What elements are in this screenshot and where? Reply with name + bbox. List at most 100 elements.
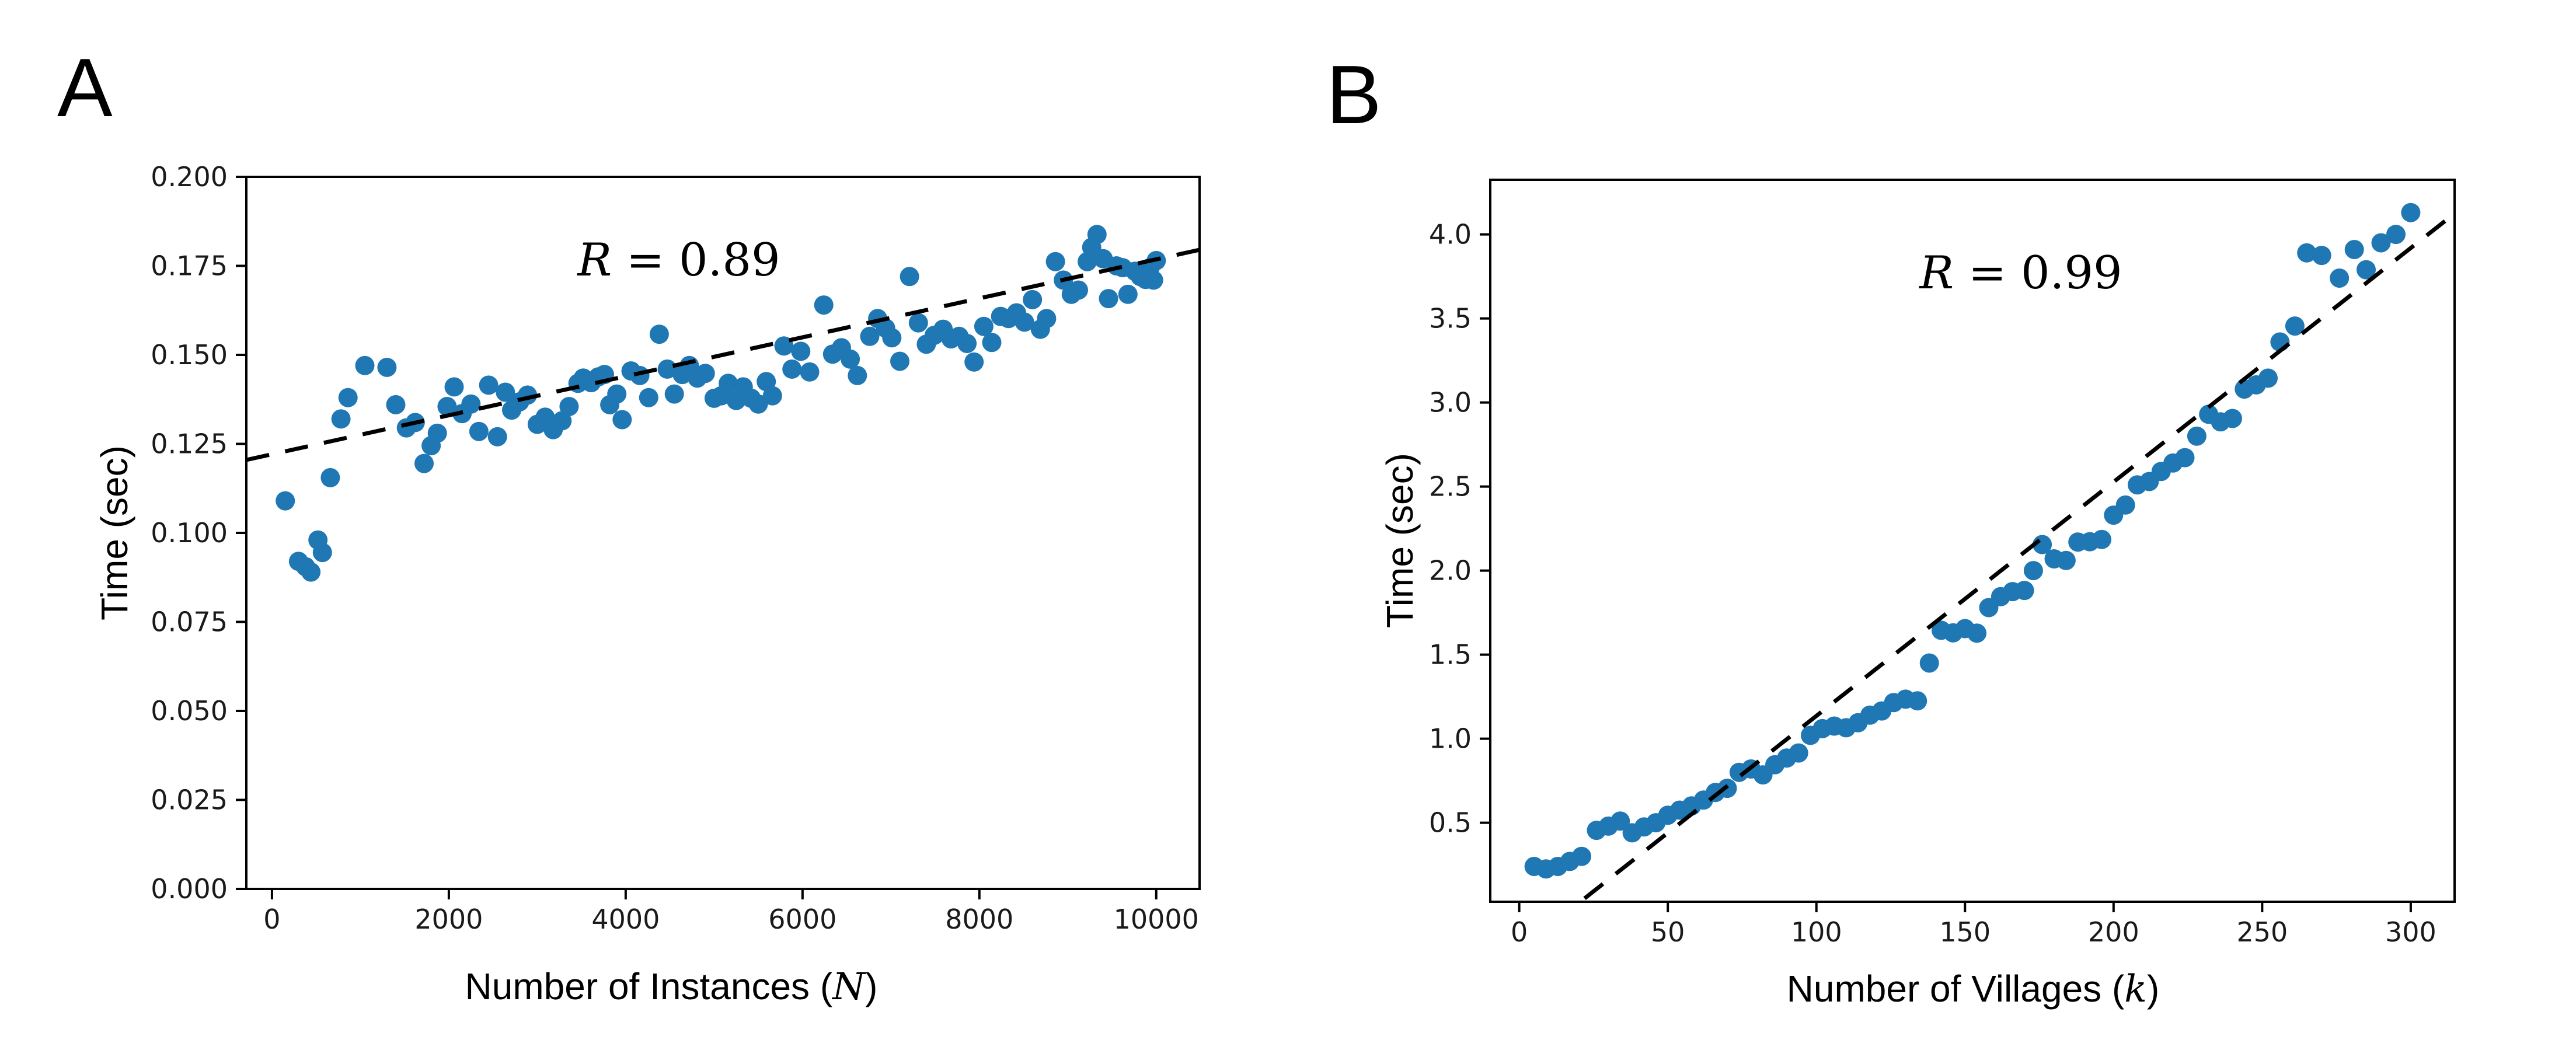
scatter-point: [301, 562, 321, 582]
scatter-point: [2056, 550, 2076, 570]
scatter-point: [814, 295, 834, 315]
scatter-point: [331, 409, 351, 429]
scatter-point: [900, 267, 919, 287]
x-tick-label: 2000: [414, 904, 483, 935]
correlation-annotation: R = 0.99: [1918, 247, 2122, 299]
x-tick-label: 8000: [945, 904, 1013, 935]
y-axis-title: Time (sec): [1379, 453, 1421, 628]
scatter-point: [957, 334, 977, 353]
scatter-point: [1015, 312, 1034, 332]
scatter-point: [2023, 561, 2043, 581]
y-tick-label: 0.100: [151, 517, 228, 549]
scatter-point: [649, 325, 669, 344]
scatter-point: [695, 364, 715, 383]
math-variable: R: [576, 234, 612, 287]
scatter-point: [1023, 289, 1043, 309]
scatter-point: [320, 468, 340, 487]
scatter-point: [791, 341, 811, 361]
scatter-point: [890, 351, 909, 371]
panel-b: 0 50 100 150 200 250 300 0.5 1.0 1.5 2.0 2.5 3.0 3.5 4…: [1379, 179, 2456, 1011]
scatter-point: [2386, 225, 2406, 245]
scatter-point: [974, 316, 994, 336]
scatter-point: [1908, 691, 1927, 711]
scatter-point: [2187, 426, 2206, 446]
scatter-point: [612, 410, 632, 430]
scatter-point: [312, 543, 332, 563]
scatter-point: [414, 454, 434, 473]
scatter-point: [719, 374, 738, 393]
y-tick-label: 0.125: [151, 428, 228, 460]
x-tick-label: 100: [1791, 916, 1842, 948]
scatter-point: [908, 313, 928, 333]
y-axis-title: Time (sec): [93, 445, 135, 620]
scatter-point: [657, 359, 677, 379]
scatter-point: [1967, 623, 1987, 643]
y-tick-label: 0.050: [151, 695, 228, 727]
scatter-point: [639, 388, 658, 407]
scatter-point: [964, 352, 984, 372]
scatter-point: [982, 333, 1002, 353]
scatter-point: [841, 349, 860, 369]
x-tick-label: 4000: [591, 904, 660, 935]
y-tick-label: 2.5: [1429, 471, 1472, 503]
scatter-point: [748, 394, 768, 414]
y-tick-label: 0.5: [1429, 807, 1472, 839]
scatter-point: [2258, 368, 2278, 388]
scatter-point: [1919, 653, 1939, 673]
correlation-annotation: R = 0.89: [576, 234, 780, 287]
scatter-point: [2115, 495, 2135, 515]
scatter-point: [1144, 270, 1163, 290]
scatter-point: [2285, 316, 2305, 336]
scatter-point: [2401, 203, 2421, 222]
y-tick-label: 0.175: [151, 250, 228, 282]
scatter-point: [552, 411, 572, 431]
scatter-point: [276, 491, 295, 511]
trend-line: [1583, 216, 2451, 900]
scatter-point: [1045, 252, 1065, 271]
scatter-point: [437, 397, 457, 416]
scatter-point: [469, 421, 489, 441]
scatter-point: [487, 427, 507, 446]
y-tick-label: 3.5: [1429, 303, 1472, 334]
y-tick-label: 0.075: [151, 606, 228, 638]
scatter-point: [860, 326, 880, 346]
panel-a-letter: A: [57, 41, 113, 134]
scatter-point: [630, 365, 650, 385]
scatter-point: [427, 423, 447, 443]
scatter-point: [664, 384, 684, 404]
scatter-point: [2371, 233, 2391, 253]
scatter-point: [338, 388, 358, 407]
scatter-point: [377, 357, 397, 377]
scatter-point: [461, 394, 481, 414]
scatter-point: [444, 377, 464, 397]
y-tick-label: 0.150: [151, 339, 228, 371]
scatter-point: [1611, 811, 1630, 831]
axes-frame: [1489, 179, 2456, 903]
scatter-point: [1087, 225, 1107, 245]
scatter-point: [2344, 240, 2364, 259]
scatter-point: [882, 328, 902, 348]
y-tick-label: 2.0: [1429, 555, 1472, 587]
scatter-point: [2175, 448, 2195, 468]
y-tick-label: 1.5: [1429, 639, 1472, 671]
scatter-point: [1572, 846, 1591, 866]
y-tick-label: 1.0: [1429, 723, 1472, 755]
scatter-point: [848, 365, 867, 385]
scatter-point: [355, 355, 375, 375]
y-tick-label: 0.200: [151, 161, 228, 193]
y-tick-label: 3.0: [1429, 387, 1472, 418]
scatter-point: [2357, 260, 2376, 280]
scatter-point: [800, 362, 820, 382]
scatter-point: [1118, 284, 1138, 304]
x-tick-label: 10000: [1114, 904, 1199, 935]
x-tick-label: 150: [1939, 916, 1991, 948]
x-axis-title: Number of Instances (N): [465, 965, 878, 1009]
x-tick-label: 300: [2385, 916, 2436, 948]
math-variable: R: [1918, 247, 1954, 299]
scatter-point: [2092, 529, 2111, 549]
x-tick-label: 0: [1511, 916, 1528, 948]
scatter-point: [2330, 268, 2350, 288]
y-tick-label: 0.025: [151, 784, 228, 816]
